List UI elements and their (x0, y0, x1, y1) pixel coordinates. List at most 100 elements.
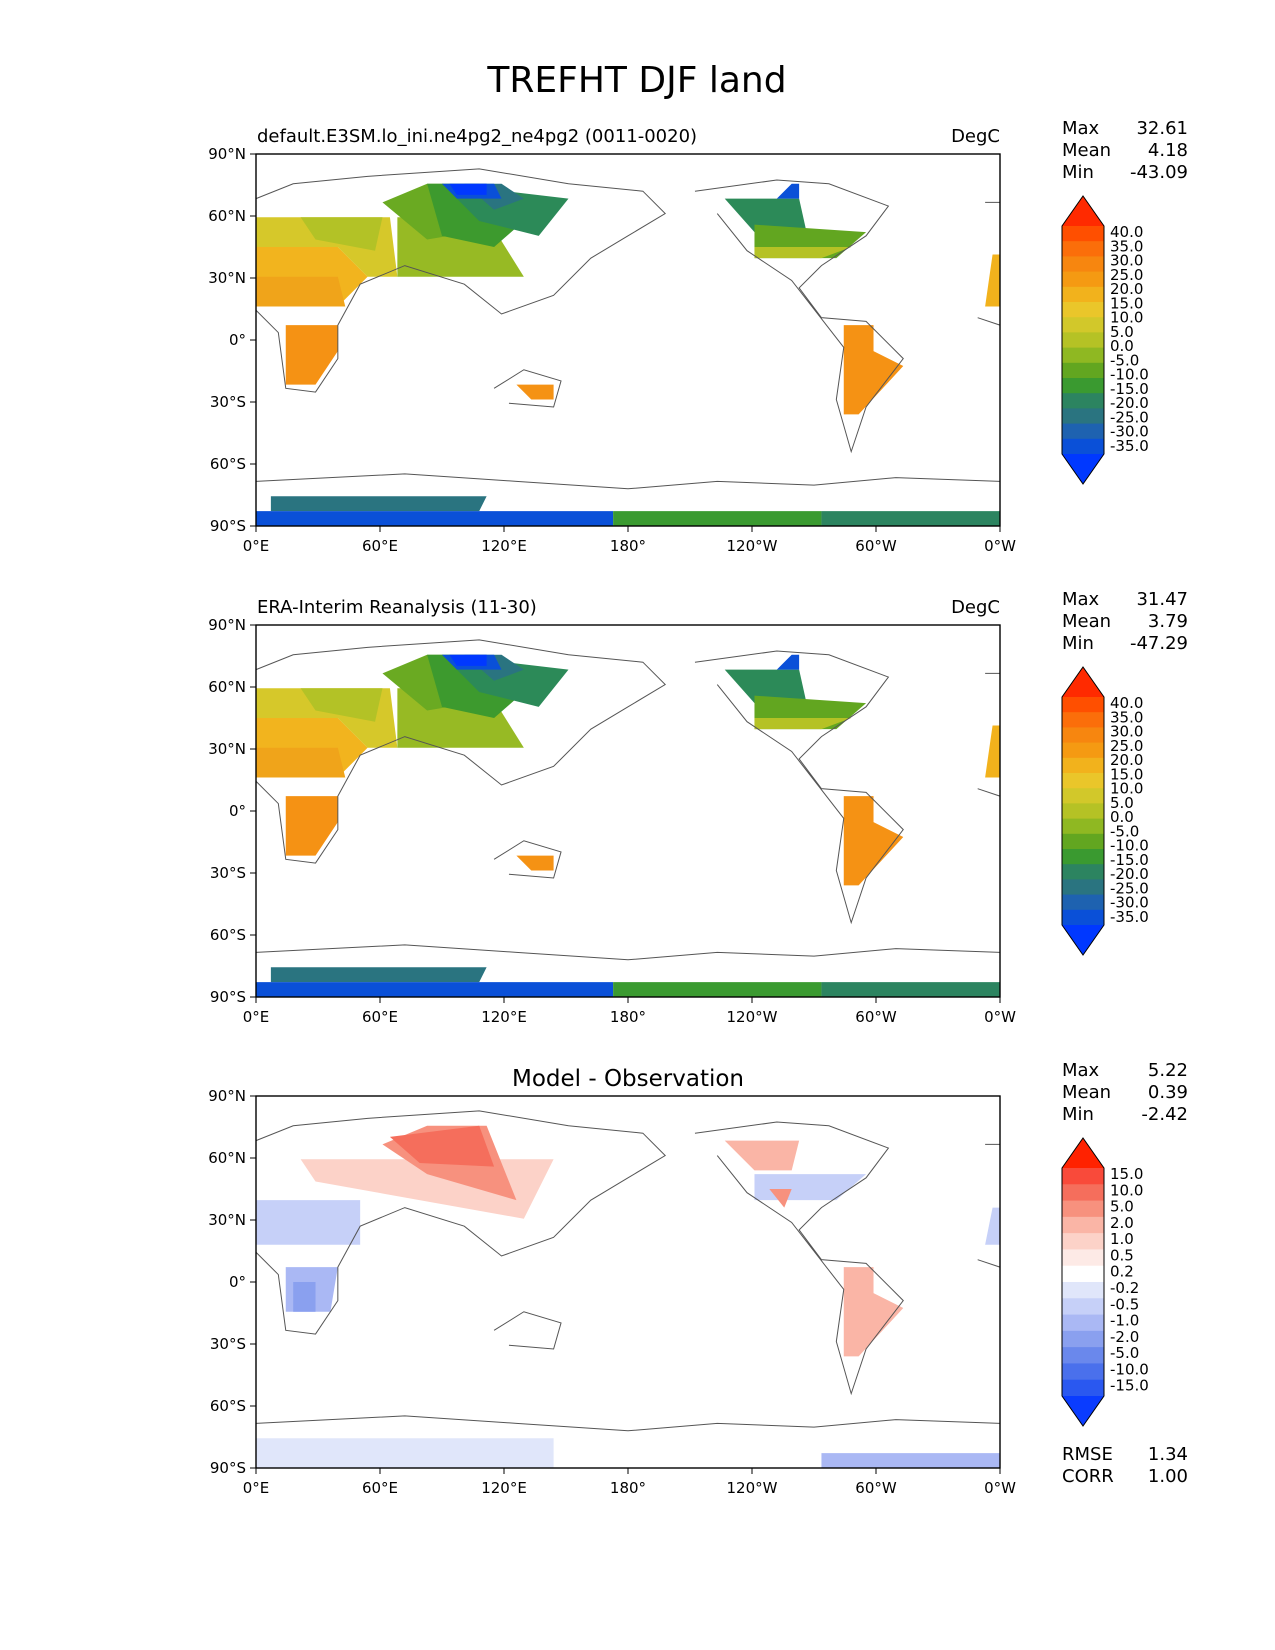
colorbar-tick-label: 15.0 (1110, 1165, 1143, 1183)
colorbar-segment (1062, 423, 1104, 440)
colorbar-segment (1062, 408, 1104, 425)
x-tick-label: 0°E (243, 1008, 270, 1026)
coastline (493, 1311, 562, 1350)
x-tick-label: 180° (610, 1479, 646, 1497)
colorbar: 40.035.030.025.020.015.010.05.00.0-5.0-1… (1061, 666, 1149, 956)
stat-value: 31.47 (1136, 589, 1188, 610)
y-tick-label: 30°N (208, 1211, 246, 1229)
x-tick-label: 120°W (727, 1479, 778, 1497)
colorbar-segment (1062, 757, 1104, 774)
data-region (270, 496, 487, 512)
data-region (256, 982, 614, 997)
colorbar-segment (1062, 347, 1104, 364)
data-region (724, 669, 807, 704)
stat-value: 1.34 (1148, 1444, 1188, 1465)
data-region (821, 1453, 1000, 1468)
panel-units: DegC (951, 597, 1000, 618)
colorbar-tick-label: -0.5 (1110, 1295, 1139, 1313)
colorbar-tick-label: 10.0 (1110, 780, 1143, 798)
colorbar-segment (1062, 226, 1104, 242)
colorbar-tick-label: 40.0 (1110, 694, 1143, 712)
data-region (724, 198, 807, 233)
colorbar-tick-label: -25.0 (1110, 879, 1149, 897)
colorbar-tick-label: 10.0 (1110, 309, 1143, 327)
y-tick-label: 30°S (210, 864, 246, 882)
data-region (256, 1438, 554, 1468)
colorbar-segment (1062, 256, 1104, 273)
x-tick-label: 120°E (481, 1479, 527, 1497)
colorbar-extend-bottom (1062, 454, 1104, 484)
data-region (754, 247, 852, 259)
colorbar-tick-label: 5.0 (1110, 1198, 1134, 1216)
panel-left-title: ERA-Interim Reanalysis (11-30) (257, 597, 537, 618)
colorbar-tick-label: 2.0 (1110, 1214, 1134, 1232)
colorbar-segment (1062, 849, 1104, 865)
y-tick-label: 30°N (208, 269, 246, 287)
stat-value: 5.22 (1148, 1060, 1188, 1081)
colorbar-segment (1062, 1330, 1104, 1348)
y-tick-label: 90°S (210, 1459, 246, 1477)
y-tick-label: 90°S (210, 517, 246, 535)
colorbar-segment (1062, 742, 1104, 759)
coastline (493, 369, 562, 408)
panel-reference: ERA-Interim Reanalysis (11-30) DegC 0°E 60°… (208, 589, 1188, 1026)
panels-layer: default.E3SM.lo_ini.ne4pg2_ne4pg2 (0011-… (208, 118, 1188, 1497)
y-tick-label: 90°N (208, 616, 246, 634)
map-frame (255, 153, 1001, 527)
colorbar-segment (1062, 1233, 1104, 1250)
colorbar-tick-label: 0.5 (1110, 1246, 1134, 1264)
data-region (516, 855, 554, 871)
data-region (285, 325, 338, 385)
stat-label: Max (1062, 589, 1100, 610)
coastline (255, 944, 1001, 961)
colorbar-extend-top (1062, 196, 1104, 226)
y-tick-label: 60°N (208, 1149, 246, 1167)
colorbar-tick-label: 30.0 (1110, 723, 1143, 741)
colorbar-segment (1062, 1298, 1104, 1316)
colorbar-tick-label: -35.0 (1110, 437, 1149, 455)
colorbar-segment (1062, 393, 1104, 409)
data-region (985, 1207, 1000, 1245)
data-region (613, 511, 822, 526)
colorbar-segment (1062, 697, 1104, 713)
stat-label: CORR (1062, 1466, 1114, 1487)
map-frame (255, 1095, 1001, 1469)
coastline (694, 179, 904, 454)
colorbar-tick-label: -15.0 (1110, 851, 1149, 869)
y-tick-label: 90°N (208, 1087, 246, 1105)
stat-label: Min (1062, 633, 1094, 654)
data-region (776, 654, 800, 670)
stat-value: 32.61 (1136, 118, 1188, 139)
colorbar-tick-label: -10.0 (1110, 837, 1149, 855)
colorbar-segment (1062, 833, 1104, 850)
x-tick-label: 0°E (243, 1479, 270, 1497)
data-region (843, 1267, 904, 1357)
colorbar-extend-bottom (1062, 925, 1104, 955)
colorbar-tick-label: 40.0 (1110, 223, 1143, 241)
stat-label: Mean (1062, 611, 1111, 632)
colorbar-segment (1062, 1200, 1104, 1218)
colorbar-extend-top (1062, 667, 1104, 697)
x-tick-label: 0°E (243, 537, 270, 555)
colorbar-segment (1062, 1265, 1104, 1283)
colorbar-segment (1062, 1363, 1104, 1381)
x-tick-label: 60°E (362, 1479, 398, 1497)
panel-test: default.E3SM.lo_ini.ne4pg2_ne4pg2 (0011-… (208, 118, 1188, 555)
figure-title: TREFHT DJF land (486, 60, 786, 101)
panel-difference: Model - Observation 0°E 60°E 120°E 180° 120°W… (208, 1060, 1188, 1497)
colorbar-segment (1062, 727, 1104, 744)
data-region (985, 254, 1000, 307)
y-tick-label: 90°S (210, 988, 246, 1006)
panel-units: DegC (951, 126, 1000, 147)
data-region (613, 982, 822, 997)
colorbar-segment (1062, 879, 1104, 896)
colorbar-tick-label: -10.0 (1110, 366, 1149, 384)
data-region (754, 718, 852, 730)
colorbar-segment (1062, 1249, 1104, 1267)
colorbar-tick-label: 10.0 (1110, 1181, 1143, 1199)
colorbar-segment (1062, 909, 1104, 926)
y-tick-label: 60°N (208, 207, 246, 225)
colorbar-tick-label: 25.0 (1110, 266, 1143, 284)
data-region (843, 325, 904, 415)
